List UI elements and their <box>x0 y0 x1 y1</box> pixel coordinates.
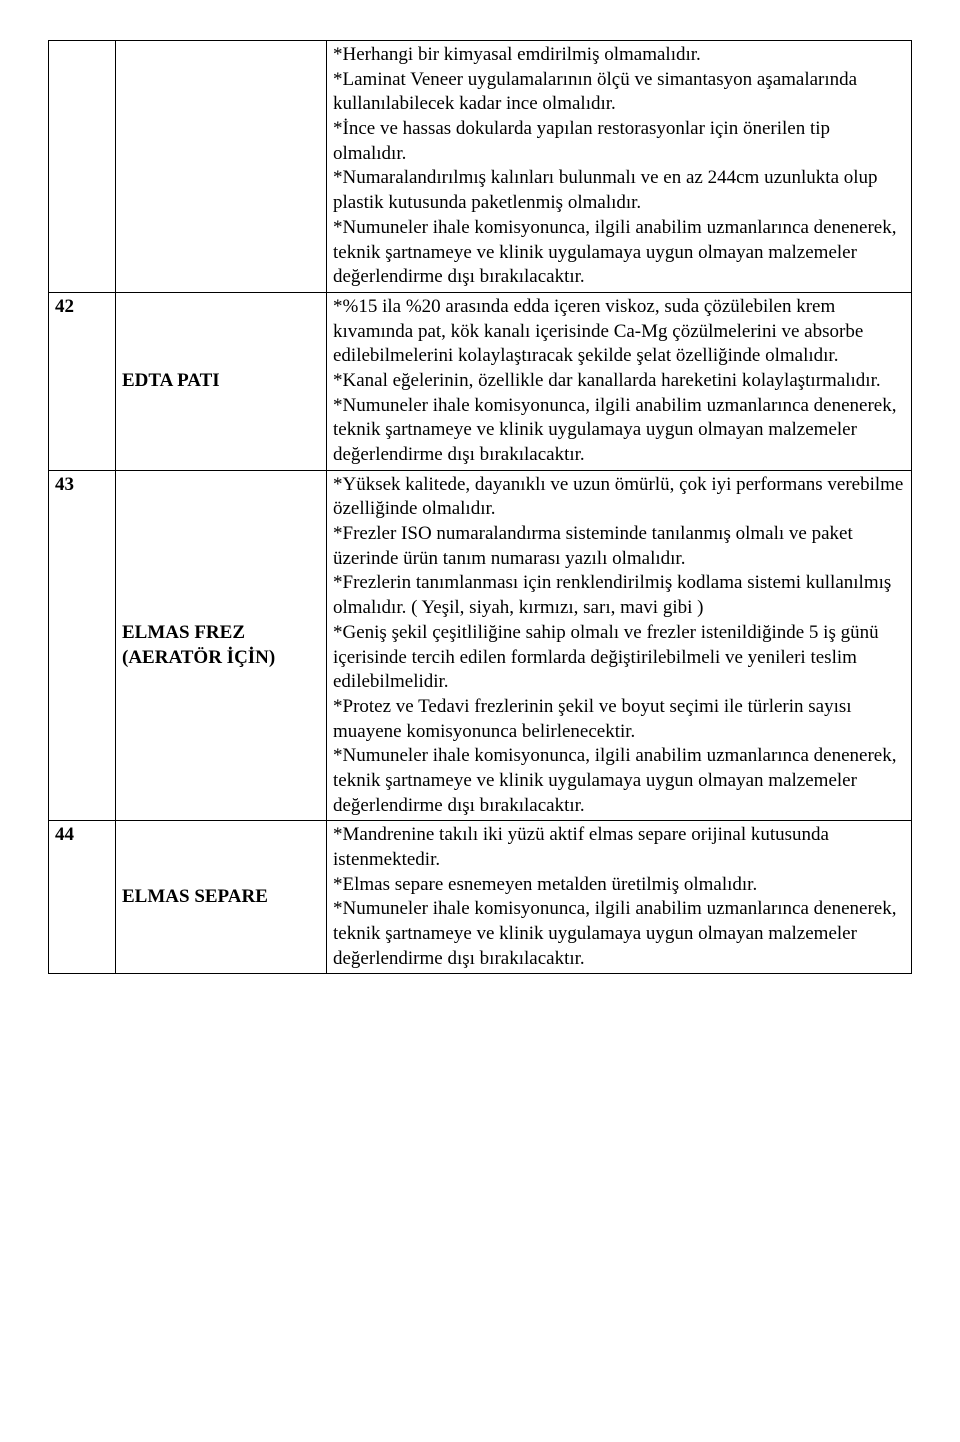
spec-line: *Protez ve Tedavi frezlerinin şekil ve b… <box>333 695 905 744</box>
spec-line: *Kanal eğelerinin, özellikle dar kanalla… <box>333 369 905 394</box>
item-name: ELMAS SEPARE <box>116 821 327 974</box>
spec-line: *%15 ila %20 arasında edda içeren viskoz… <box>333 295 905 369</box>
row-number: 43 <box>49 470 116 821</box>
item-specs: *%15 ila %20 arasında edda içeren viskoz… <box>327 292 912 470</box>
spec-line: *Herhangi bir kimyasal emdirilmiş olmama… <box>333 43 905 68</box>
table-row: 42EDTA PATI*%15 ila %20 arasında edda iç… <box>49 292 912 470</box>
table-row: 43ELMAS FREZ (AERATÖR İÇİN)*Yüksek kalit… <box>49 470 912 821</box>
spec-line: *Numaralandırılmış kalınları bulunmalı v… <box>333 166 905 215</box>
item-name: EDTA PATI <box>116 292 327 470</box>
row-number: 44 <box>49 821 116 974</box>
spec-line: *Numuneler ihale komisyonunca, ilgili an… <box>333 394 905 468</box>
row-number <box>49 41 116 293</box>
item-specs: *Herhangi bir kimyasal emdirilmiş olmama… <box>327 41 912 293</box>
item-name: ELMAS FREZ (AERATÖR İÇİN) <box>116 470 327 821</box>
spec-line: *Frezler ISO numaralandırma sisteminde t… <box>333 522 905 571</box>
table-row: *Herhangi bir kimyasal emdirilmiş olmama… <box>49 41 912 293</box>
spec-line: *Elmas separe esnemeyen metalden üretilm… <box>333 873 905 898</box>
table-row: 44ELMAS SEPARE*Mandrenine takılı iki yüz… <box>49 821 912 974</box>
spec-line: *Numuneler ihale komisyonunca, ilgili an… <box>333 216 905 290</box>
spec-table: *Herhangi bir kimyasal emdirilmiş olmama… <box>48 40 912 974</box>
spec-line: *Yüksek kalitede, dayanıklı ve uzun ömür… <box>333 473 905 522</box>
item-specs: *Mandrenine takılı iki yüzü aktif elmas … <box>327 821 912 974</box>
item-specs: *Yüksek kalitede, dayanıklı ve uzun ömür… <box>327 470 912 821</box>
spec-line: *İnce ve hassas dokularda yapılan restor… <box>333 117 905 166</box>
spec-line: *Mandrenine takılı iki yüzü aktif elmas … <box>333 823 905 872</box>
spec-line: *Numuneler ihale komisyonunca, ilgili an… <box>333 744 905 818</box>
spec-line: *Numuneler ihale komisyonunca, ilgili an… <box>333 897 905 971</box>
row-number: 42 <box>49 292 116 470</box>
spec-line: *Frezlerin tanımlanması için renklendiri… <box>333 571 905 620</box>
item-name <box>116 41 327 293</box>
spec-line: *Laminat Veneer uygulamalarının ölçü ve … <box>333 68 905 117</box>
spec-table-body: *Herhangi bir kimyasal emdirilmiş olmama… <box>49 41 912 974</box>
spec-line: *Geniş şekil çeşitliliğine sahip olmalı … <box>333 621 905 695</box>
